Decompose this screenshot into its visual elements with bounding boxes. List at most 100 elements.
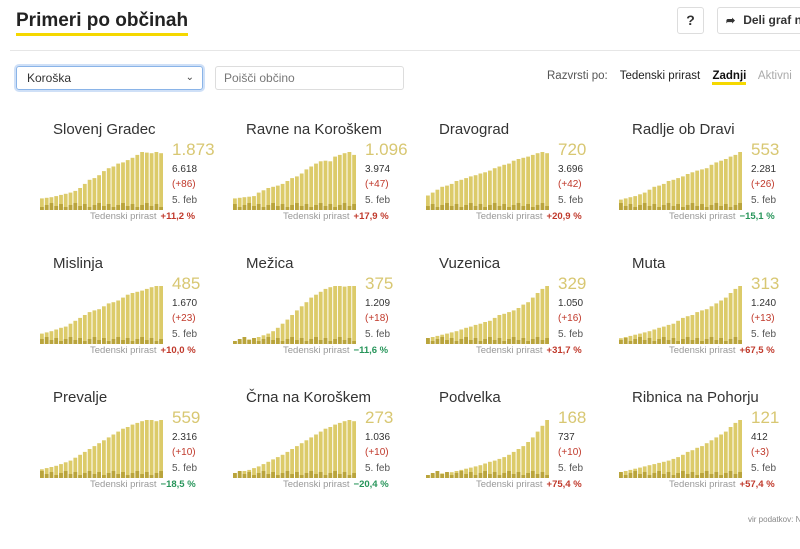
daily-bar: [159, 207, 163, 210]
daily-bar: [733, 205, 738, 210]
bar: [623, 471, 628, 478]
bar: [521, 446, 526, 478]
help-button[interactable]: ?: [677, 7, 704, 34]
daily-bar: [488, 205, 492, 210]
cases-bar-chart: [233, 286, 356, 344]
municipality-card[interactable]: Podvelka 168 737 (+10) 5. feb Tedenski p…: [426, 389, 606, 509]
daily-delta: (+10): [172, 447, 196, 458]
daily-bar: [154, 204, 159, 210]
daily-bar: [497, 338, 502, 344]
daily-delta: (+23): [172, 313, 196, 324]
daily-bar: [507, 339, 511, 344]
daily-bar: [121, 472, 125, 478]
municipality-card[interactable]: Radlje ob Dravi 553 2.281 (+26) 5. feb T…: [619, 121, 799, 241]
municipality-card[interactable]: Črna na Koroškem 273 1.036 (+10) 5. feb …: [233, 389, 413, 509]
daily-bar: [125, 475, 130, 478]
bar: [449, 183, 454, 210]
municipality-search-input[interactable]: Poišči občino: [215, 66, 404, 90]
bar: [714, 437, 719, 478]
bar: [511, 310, 516, 344]
daily-bar: [733, 337, 738, 344]
daily-bar: [492, 340, 497, 344]
daily-bar: [295, 472, 299, 478]
daily-bar: [511, 337, 516, 344]
bar: [328, 427, 333, 478]
weekly-label: Tedenski prirast: [476, 211, 543, 222]
bar: [309, 297, 314, 344]
bar: [149, 287, 154, 344]
bar: [290, 178, 294, 210]
daily-bar: [633, 471, 638, 478]
daily-bar: [130, 341, 135, 344]
bar: [59, 327, 63, 344]
daily-bar: [299, 338, 304, 344]
bar: [497, 458, 502, 478]
page-title: Primeri po občinah: [16, 10, 189, 36]
bar: [333, 286, 337, 344]
active-cases: 168: [558, 408, 587, 427]
daily-bar: [314, 337, 318, 344]
municipality-card[interactable]: Ribnica na Pohorju 121 412 (+3) 5. feb T…: [619, 389, 799, 509]
sort-latest[interactable]: Zadnji: [712, 70, 747, 85]
bar: [666, 324, 671, 344]
daily-bar: [154, 341, 159, 344]
daily-bar: [87, 339, 92, 344]
daily-bar: [540, 472, 545, 478]
daily-bar: [454, 341, 459, 344]
municipality-card[interactable]: Prevalje 559 2.316 (+10) 5. feb Tedenski…: [40, 389, 220, 509]
daily-bar: [530, 339, 535, 344]
region-select[interactable]: Koroška ⌄: [16, 66, 203, 90]
daily-bar: [280, 204, 285, 210]
daily-bar: [445, 340, 449, 344]
total-cases: 1.036: [365, 432, 391, 443]
daily-bar: [304, 473, 309, 478]
daily-bar: [619, 472, 623, 478]
weekly-value: +57,4 %: [739, 479, 775, 490]
bar: [149, 153, 154, 210]
bar: [628, 197, 633, 210]
bar: [352, 154, 356, 210]
daily-bar: [454, 473, 459, 478]
bar: [280, 454, 285, 478]
daily-delta: (+13): [751, 313, 775, 324]
daily-bar: [492, 203, 497, 210]
sort-label: Razvrsti po:: [547, 70, 608, 82]
daily-bar: [473, 338, 478, 344]
bar: [530, 154, 535, 210]
weekly-label: Tedenski prirast: [669, 479, 736, 490]
municipality-name: Vuzenica: [439, 255, 501, 272]
sort-weekly-growth[interactable]: Tedenski prirast: [619, 70, 701, 82]
municipality-card[interactable]: Mežica 375 1.209 (+18) 5. feb Tedenski p…: [233, 255, 413, 375]
daily-bar: [352, 473, 356, 478]
daily-bar: [526, 341, 530, 344]
daily-bar: [323, 338, 328, 344]
daily-bar: [82, 473, 87, 478]
daily-bar: [149, 338, 154, 344]
bar: [299, 306, 304, 344]
weekly-value: +75,4 %: [546, 479, 582, 490]
daily-bar: [628, 204, 633, 210]
daily-bar: [295, 340, 299, 344]
municipality-card[interactable]: Ravne na Koroškem 1.096 3.974 (+47) 5. f…: [233, 121, 413, 241]
municipality-card[interactable]: Mislinja 485 1.670 (+23) 5. feb Tedenski…: [40, 255, 220, 375]
municipality-card[interactable]: Vuzenica 329 1.050 (+16) 5. feb Tedenski…: [426, 255, 606, 375]
municipality-card[interactable]: Muta 313 1.240 (+13) 5. feb Tedenski pri…: [619, 255, 799, 375]
bar: [328, 161, 333, 210]
daily-bar: [435, 339, 440, 344]
daily-bar: [82, 204, 87, 210]
weekly-growth: Tedenski prirast −18,5 %: [90, 479, 196, 490]
daily-bar: [130, 473, 135, 478]
bar: [719, 160, 723, 210]
municipality-name: Muta: [632, 255, 666, 272]
sort-active[interactable]: Aktivni: [757, 70, 792, 82]
daily-bar: [695, 475, 700, 478]
bar: [290, 315, 294, 344]
daily-bar: [623, 475, 628, 478]
daily-bar: [714, 472, 719, 478]
municipality-card[interactable]: Slovenj Gradec 1.873 6.618 (+86) 5. feb …: [40, 121, 220, 241]
daily-bar: [299, 206, 304, 210]
daily-bar: [285, 207, 290, 210]
bar: [73, 320, 78, 344]
share-button[interactable]: ➦ Deli graf na: [717, 7, 800, 34]
municipality-card[interactable]: Dravograd 720 3.696 (+42) 5. feb Tedensk…: [426, 121, 606, 241]
